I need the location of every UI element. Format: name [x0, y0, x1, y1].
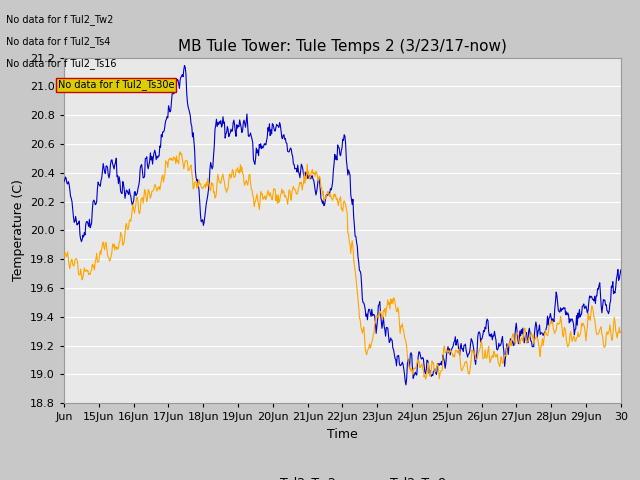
Y-axis label: Temperature (C): Temperature (C) — [12, 180, 24, 281]
Title: MB Tule Tower: Tule Temps 2 (3/23/17-now): MB Tule Tower: Tule Temps 2 (3/23/17-now… — [178, 39, 507, 54]
Legend: Tul2_Ts-2, Tul2_Ts-8: Tul2_Ts-2, Tul2_Ts-8 — [234, 471, 451, 480]
Text: No data for f Tul2_Ts16: No data for f Tul2_Ts16 — [6, 58, 117, 69]
Text: No data for f Tul2_Ts30e: No data for f Tul2_Ts30e — [58, 79, 174, 90]
Text: No data for f Tul2_Ts4: No data for f Tul2_Ts4 — [6, 36, 111, 47]
Text: No data for f Tul2_Tw2: No data for f Tul2_Tw2 — [6, 14, 114, 25]
X-axis label: Time: Time — [327, 428, 358, 441]
